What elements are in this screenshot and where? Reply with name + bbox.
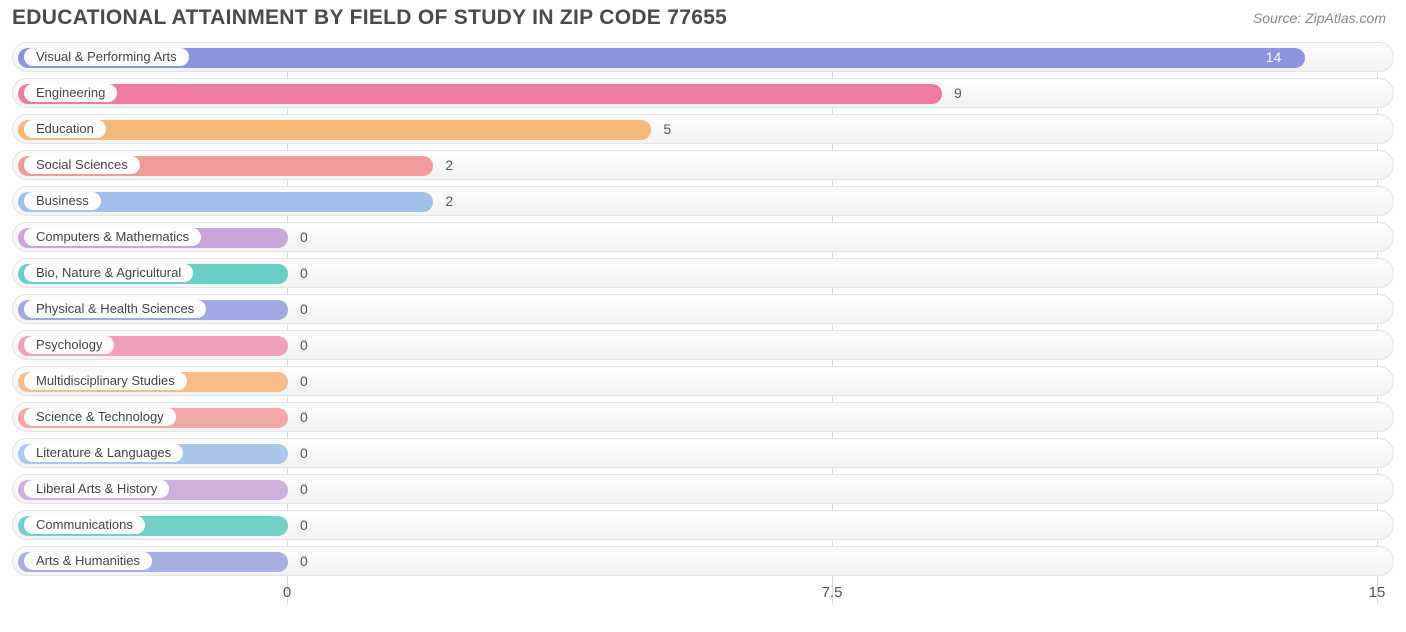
bar-label-pill: Engineering [24, 84, 117, 102]
bar-label-pill: Social Sciences [24, 156, 140, 174]
bar-label-pill: Liberal Arts & History [24, 480, 169, 498]
bar-value: 0 [300, 445, 308, 461]
bar-label-pill: Business [24, 192, 101, 210]
bar-row: Bio, Nature & Agricultural 0 [12, 258, 1394, 288]
bar-label-pill: Computers & Mathematics [24, 228, 201, 246]
bar-label-pill: Education [24, 120, 106, 138]
bar-row: Psychology 0 [12, 330, 1394, 360]
bar-track [18, 84, 942, 104]
bar-row: Education 5 [12, 114, 1394, 144]
bar-label-pill: Science & Technology [24, 408, 176, 426]
bar-value: 14 [1266, 49, 1282, 65]
bar-row: Multidisciplinary Studies 0 [12, 366, 1394, 396]
bar-value: 0 [300, 229, 308, 245]
x-axis: 0 7.5 15 [12, 582, 1394, 610]
bar-value: 0 [300, 337, 308, 353]
bar-label-pill: Literature & Languages [24, 444, 183, 462]
bar-value: 2 [445, 157, 453, 173]
bar-label-pill: Psychology [24, 336, 114, 354]
bar-label-pill: Visual & Performing Arts [24, 48, 189, 66]
bar-value: 0 [300, 301, 308, 317]
x-tick-label: 0 [283, 584, 291, 601]
bar-value: 9 [954, 85, 962, 101]
bar-row: Business 2 [12, 186, 1394, 216]
x-tick-label: 7.5 [822, 584, 843, 601]
bar-label-pill: Bio, Nature & Agricultural [24, 264, 193, 282]
bar-label-pill: Arts & Humanities [24, 552, 152, 570]
chart-source: Source: ZipAtlas.com [1253, 10, 1386, 26]
bar-row: Engineering 9 [12, 78, 1394, 108]
chart-header: EDUCATIONAL ATTAINMENT BY FIELD OF STUDY… [0, 0, 1406, 34]
bar-value: 0 [300, 517, 308, 533]
bar-row: Physical & Health Sciences 0 [12, 294, 1394, 324]
bar-value: 5 [663, 121, 671, 137]
bar-row: Arts & Humanities 0 [12, 546, 1394, 576]
bar-value: 2 [445, 193, 453, 209]
bar-value: 0 [300, 409, 308, 425]
chart-title: EDUCATIONAL ATTAINMENT BY FIELD OF STUDY… [12, 6, 727, 30]
bar-row: Visual & Performing Arts 14 [12, 42, 1394, 72]
bar-row: Science & Technology 0 [12, 402, 1394, 432]
bar-value: 0 [300, 265, 308, 281]
bar-row: Literature & Languages 0 [12, 438, 1394, 468]
x-tick-label: 15 [1369, 584, 1386, 601]
bar-row: Communications 0 [12, 510, 1394, 540]
bar-label-pill: Physical & Health Sciences [24, 300, 206, 318]
bar-value: 0 [300, 481, 308, 497]
bar-row: Computers & Mathematics 0 [12, 222, 1394, 252]
bar-value: 0 [300, 553, 308, 569]
bar-label-pill: Communications [24, 516, 145, 534]
bar-chart: Visual & Performing Arts 14 Engineering 9 Ed… [0, 34, 1406, 576]
bar-track [18, 48, 1305, 68]
bar-value: 0 [300, 373, 308, 389]
bar-label-pill: Multidisciplinary Studies [24, 372, 187, 390]
bar-row: Liberal Arts & History 0 [12, 474, 1394, 504]
bar-row: Social Sciences 2 [12, 150, 1394, 180]
bar-track [18, 120, 651, 140]
